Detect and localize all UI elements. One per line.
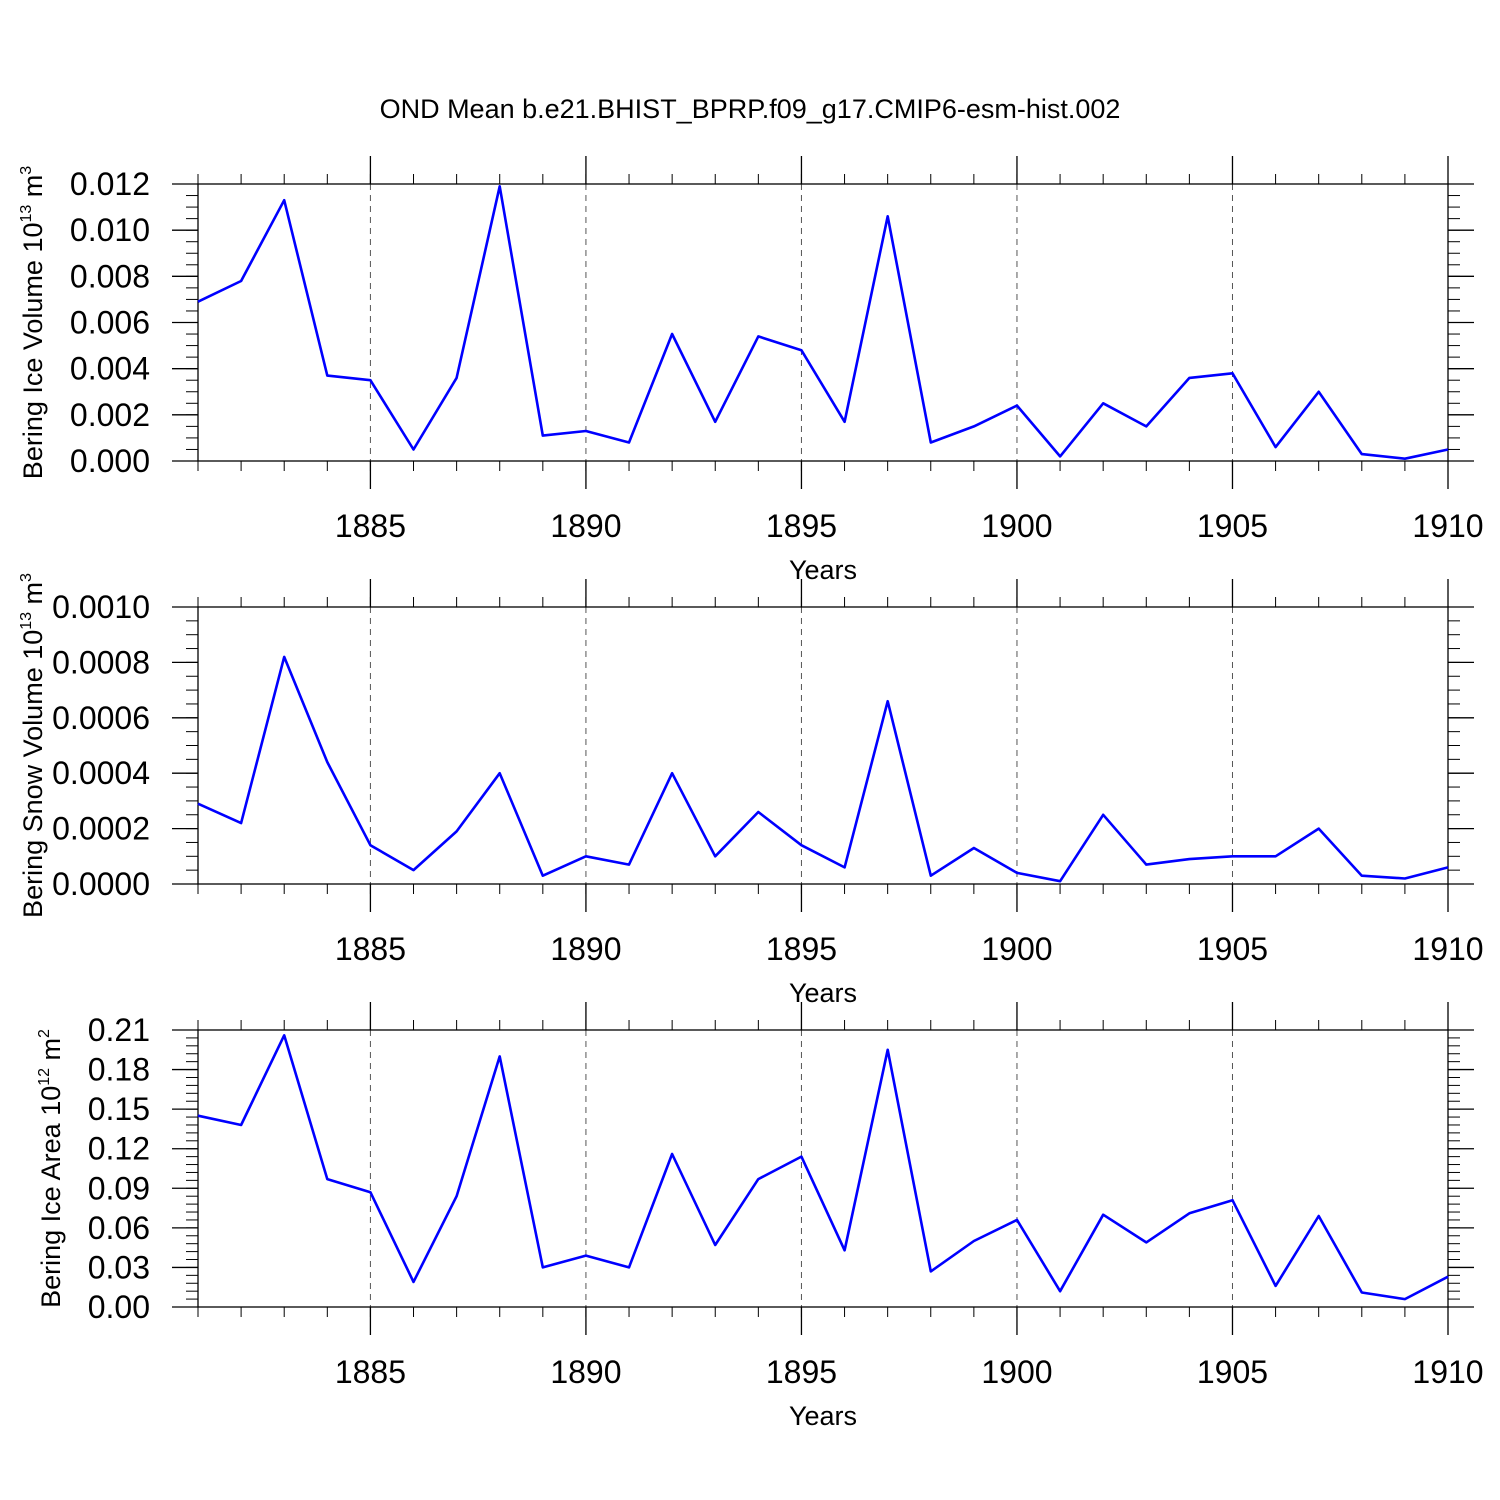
- y-tick-label: 0.000: [70, 443, 150, 479]
- x-tick-label: 1905: [1197, 508, 1268, 544]
- y-tick-label: 0.0000: [52, 866, 150, 902]
- y-tick-label: 0.00: [88, 1289, 150, 1325]
- x-tick-label: 1895: [766, 1354, 837, 1390]
- y-label-superscript: 2: [36, 1029, 53, 1038]
- y-label-superscript: 13: [18, 612, 35, 630]
- x-tick-label: 1885: [335, 931, 406, 967]
- x-tick-label: 1890: [550, 508, 621, 544]
- x-tick-label: 1910: [1412, 1354, 1483, 1390]
- y-tick-label: 0.21: [88, 1012, 150, 1048]
- x-tick-label: 1895: [766, 508, 837, 544]
- x-axis-label: Years: [789, 978, 857, 1008]
- y-tick-label: 0.0006: [52, 700, 150, 736]
- x-axis-label: Years: [789, 555, 857, 585]
- y-tick-label: 0.0008: [52, 644, 150, 680]
- y-label-text: Bering Ice Area 10: [36, 1086, 66, 1308]
- data-series-line: [197, 1034, 1449, 1301]
- x-tick-label: 1905: [1197, 931, 1268, 967]
- y-label-text: m: [18, 582, 48, 612]
- y-tick-label: 0.09: [88, 1170, 150, 1206]
- y-tick-label: 0.12: [88, 1131, 150, 1167]
- y-tick-label: 0.004: [70, 351, 150, 387]
- x-tick-label: 1900: [981, 931, 1052, 967]
- y-label-superscript: 12: [36, 1068, 53, 1086]
- y-label-superscript: 3: [18, 166, 35, 175]
- y-tick-label: 0.0002: [52, 811, 150, 847]
- y-tick-label: 0.006: [70, 305, 150, 341]
- x-tick-label: 1885: [335, 508, 406, 544]
- data-series-line: [197, 185, 1449, 461]
- plot-frame: [197, 1029, 1449, 1308]
- y-tick-label: 0.18: [88, 1052, 150, 1088]
- y-label-text: m: [18, 175, 48, 205]
- x-tick-label: 1900: [981, 1354, 1052, 1390]
- x-tick-label: 1890: [550, 931, 621, 967]
- y-tick-label: 0.012: [70, 166, 150, 202]
- y-tick-label: 0.008: [70, 258, 150, 294]
- panel-1: 1885 1890 1895 1900 1905 1910 Years 0.000 0.002 0…: [18, 156, 1484, 585]
- y-label-superscript: 13: [18, 205, 35, 223]
- y-tick-label: 0.0004: [52, 755, 150, 791]
- y-axis-label: Bering Ice Area 1012 m2: [36, 1029, 66, 1308]
- y-axis-label: Bering Snow Volume 1013 m3: [18, 573, 48, 918]
- x-tick-label: 1895: [766, 931, 837, 967]
- y-tick-label: 0.010: [70, 212, 150, 248]
- x-tick-label: 1900: [981, 508, 1052, 544]
- panel-3: 1885 1890 1895 1900 1905 1910Years0.000.030.0…: [36, 1002, 1484, 1431]
- y-axis-label: Bering Ice Volume 1013 m3: [18, 166, 48, 479]
- plot-frame: [197, 606, 1449, 885]
- x-tick-label: 1885: [335, 1354, 406, 1390]
- x-tick-label: 1910: [1412, 508, 1483, 544]
- y-label-text: Bering Snow Volume 10: [18, 630, 48, 918]
- y-tick-label: 0.15: [88, 1091, 150, 1127]
- y-label-text: m: [36, 1038, 66, 1068]
- x-tick-label: 1910: [1412, 931, 1483, 967]
- y-tick-label: 0.03: [88, 1249, 150, 1285]
- x-axis-label: Years: [789, 1401, 857, 1431]
- x-tick-label: 1890: [550, 1354, 621, 1390]
- y-tick-label: 0.06: [88, 1210, 150, 1246]
- y-tick-label: 0.002: [70, 397, 150, 433]
- figure-title: OND Mean b.e21.BHIST_BPRP.f09_g17.CMIP6-…: [380, 94, 1121, 124]
- y-tick-label: 0.0010: [52, 589, 150, 625]
- x-tick-label: 1905: [1197, 1354, 1268, 1390]
- y-label-superscript: 3: [18, 573, 35, 582]
- panel-2: 1885 1890 1895 1900 1905 1910 Years 0.0000 0.000…: [18, 573, 1484, 1008]
- y-label-text: Bering Ice Volume 10: [18, 223, 48, 480]
- data-series-line: [197, 655, 1449, 883]
